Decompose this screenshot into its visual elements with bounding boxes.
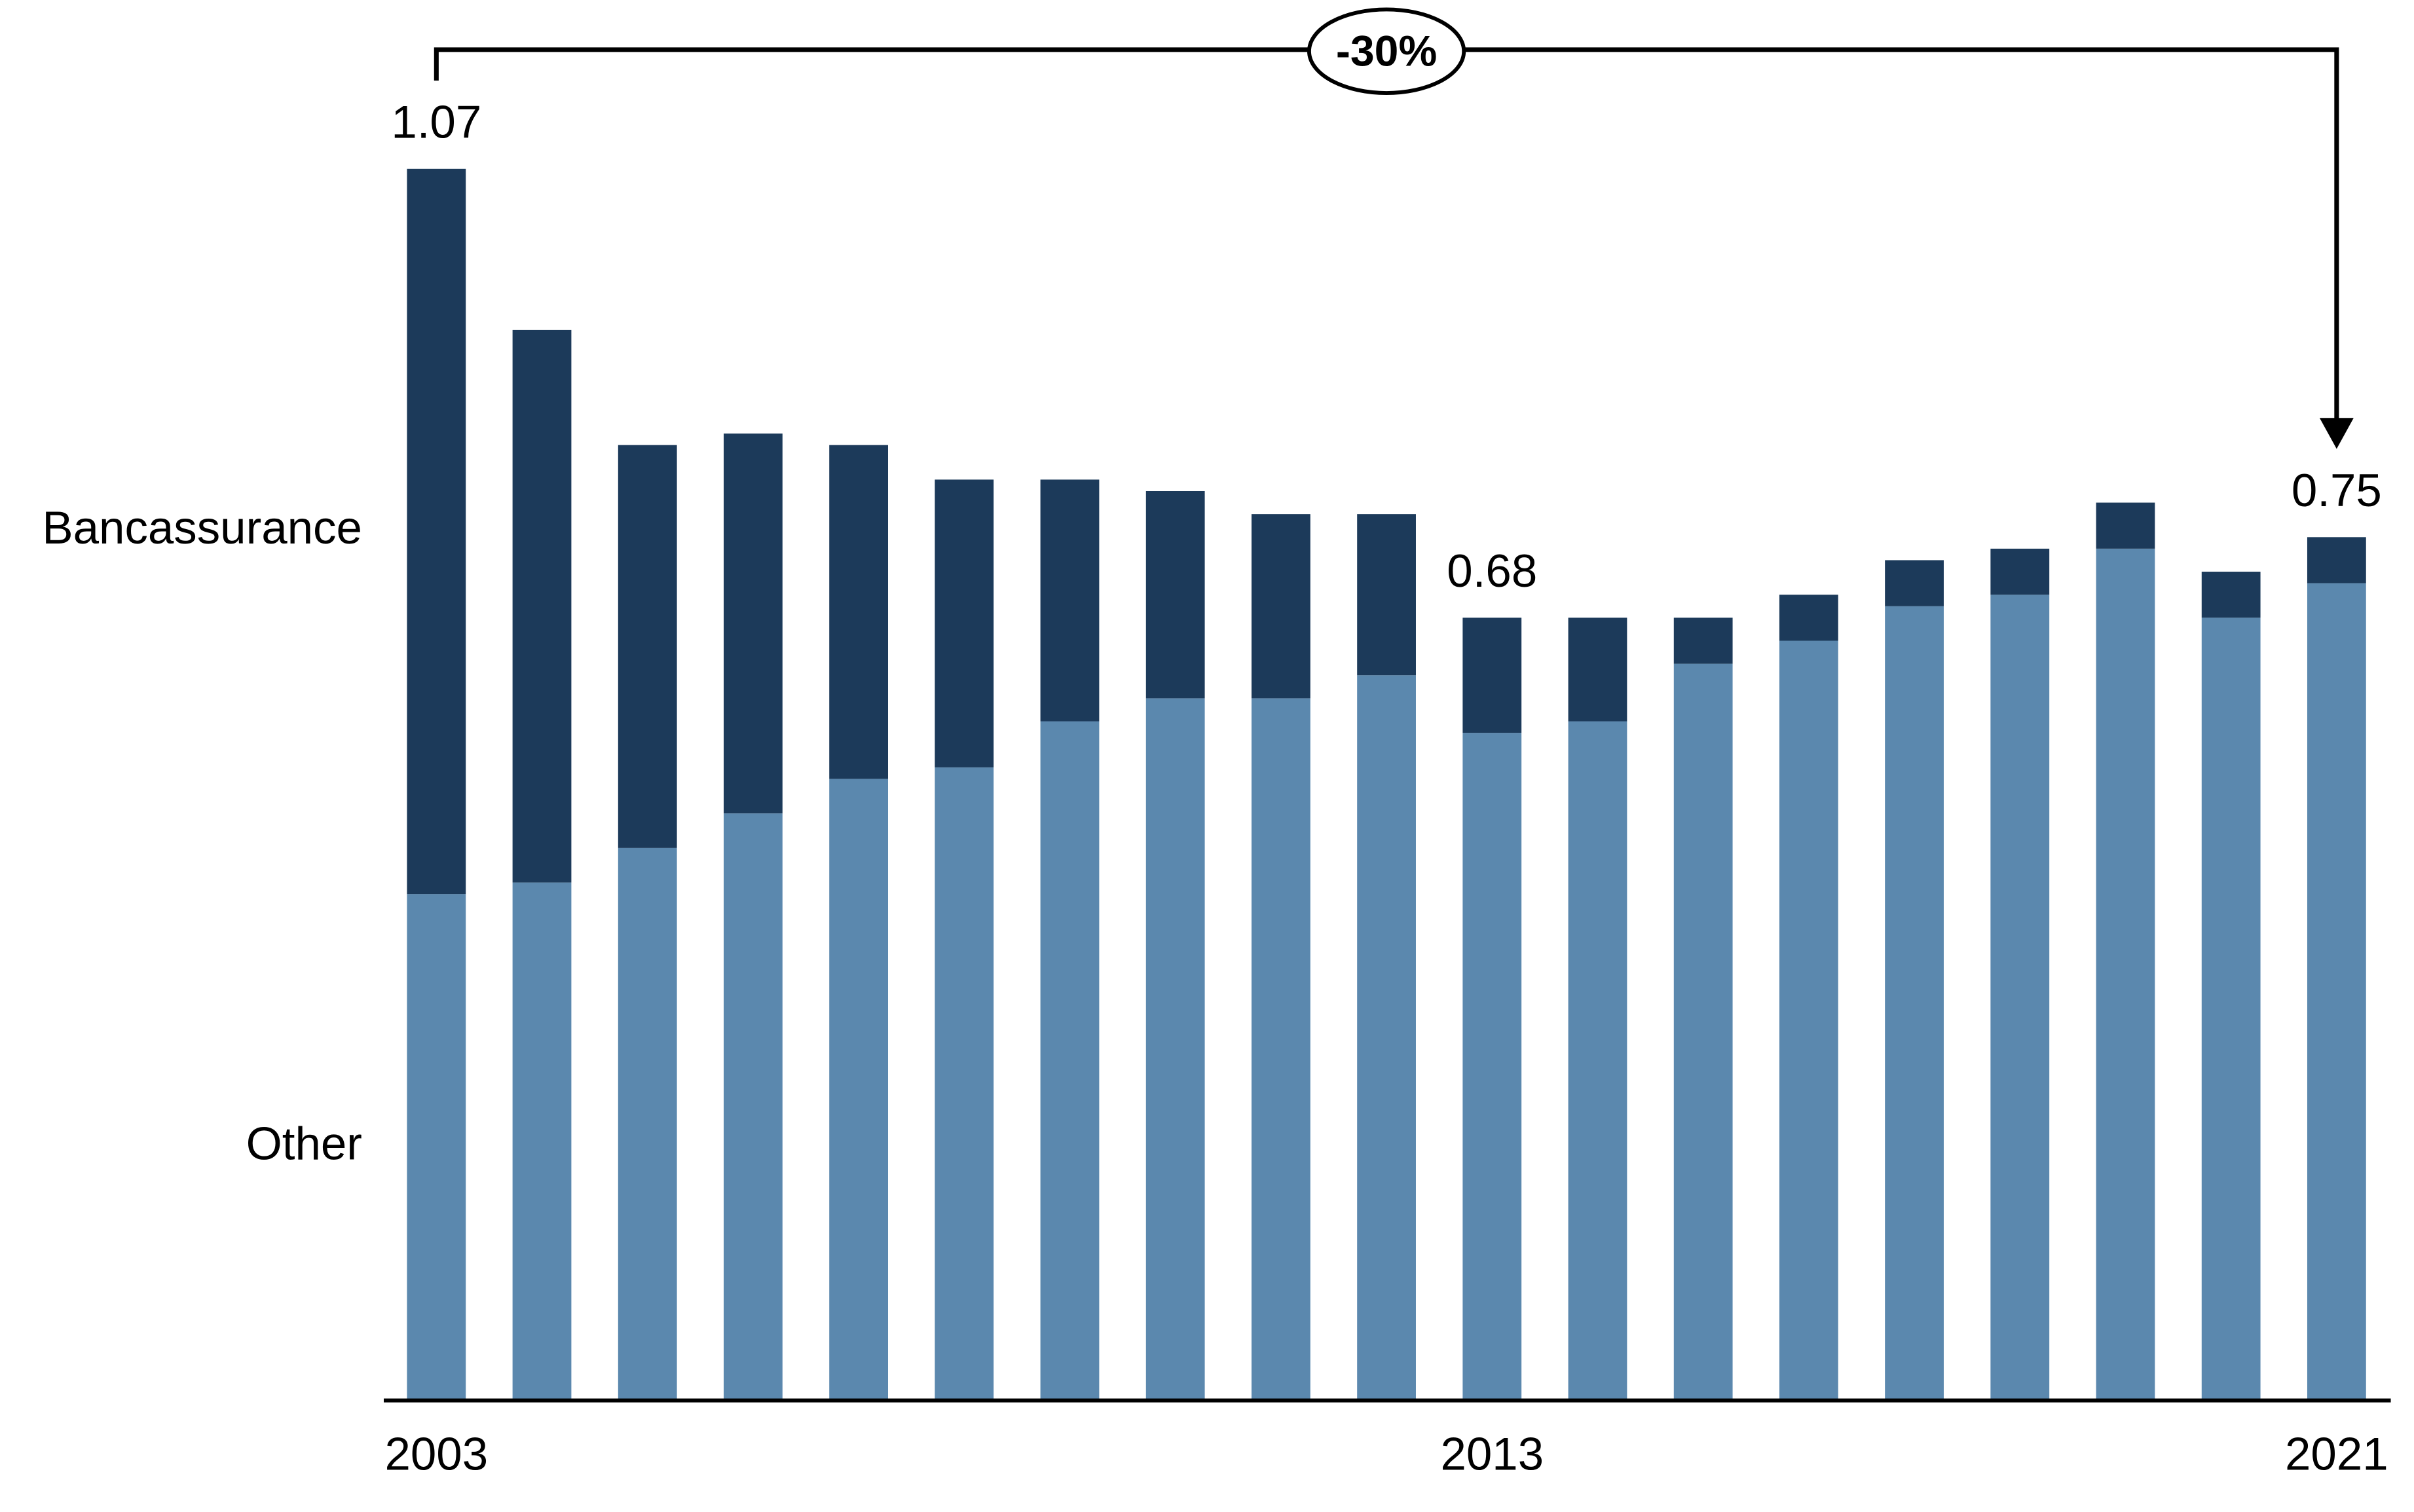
bar-segment [2096,502,2155,549]
bar-segment [618,847,677,1401]
arrow-head [2319,418,2354,449]
bracket-line [434,47,1309,81]
bar-segment [1145,698,1205,1401]
bar-segment [1779,595,1838,641]
bar-segment [2201,572,2261,618]
bar-segment [1462,733,1522,1401]
bar-segment [1885,606,1944,1401]
bar-segment [2096,548,2155,1401]
bracket-line [1464,47,2339,421]
bar-segment [1357,675,1416,1401]
change-bracket [434,47,2339,421]
bar-segment [512,329,572,883]
total-label: 0.75 [2292,465,2382,517]
bar-segment [1568,721,1627,1401]
bar-segment [1990,548,2050,595]
bar-segment [1251,514,1310,699]
x-tick-label: 2021 [2285,1429,2388,1481]
bar-segment [1462,618,1522,733]
bar-segment [407,168,466,894]
bar-segment [512,882,572,1401]
bar-segment [1040,721,1100,1401]
bar-segment [935,479,994,767]
bar-segment [1990,595,2050,1401]
x-tick-label: 2003 [384,1429,488,1481]
bar-segment [829,445,888,779]
bar-segment [2307,583,2366,1401]
legend-label: Other [246,1118,362,1170]
bar-segment [1145,490,1205,699]
total-label: 1.07 [391,96,481,148]
bar-segment [935,767,994,1401]
bar-segment [1040,479,1100,722]
bar-segment [1568,618,1627,722]
bar-segment [1779,640,1838,1401]
legend-label: Bancassurance [42,502,362,554]
bar-segment [1251,698,1310,1401]
x-tick-label: 2013 [1440,1429,1544,1481]
bar-segment [2201,618,2261,1401]
bar-segment [829,779,888,1401]
bar-segment [618,445,677,848]
total-label: 0.68 [1447,545,1537,597]
bar-segment [1673,618,1733,664]
bar-segment [1357,514,1416,676]
annotation-oval [1307,7,1466,95]
annotation: -30% [1336,27,1437,75]
bar-segment [2307,537,2366,583]
bar-segment [1885,560,1944,606]
bar-segment [724,433,783,814]
bar-segment [407,894,466,1401]
bar-segment [1673,663,1733,1401]
bar-segment [724,813,783,1401]
